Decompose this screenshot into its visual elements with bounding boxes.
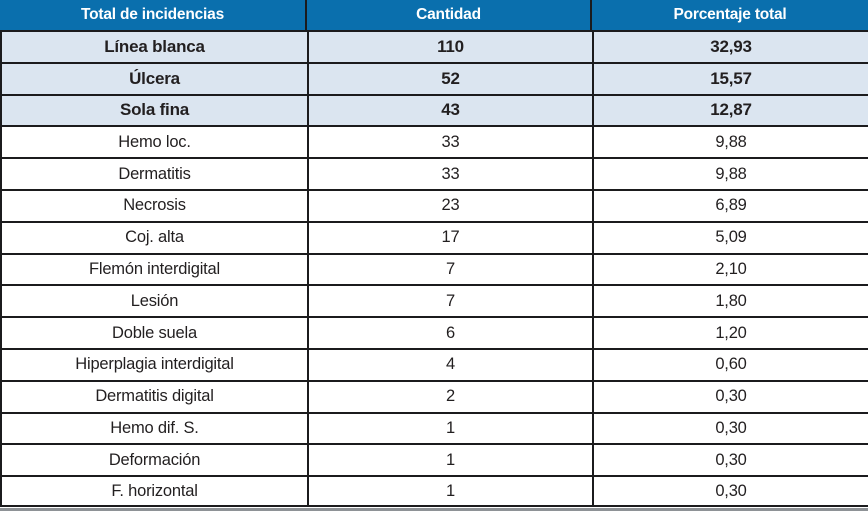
incidence-name-cell: Doble suela xyxy=(2,318,309,348)
table-row: Deformación 1 0,30 xyxy=(2,443,868,476)
table-row: Dermatitis 33 9,88 xyxy=(2,157,868,189)
table-row: Coj. alta 17 5,09 xyxy=(2,220,868,253)
incidence-name-cell: Flemón interdigital xyxy=(2,254,309,285)
incidence-percent-cell: 2,10 xyxy=(715,259,747,278)
table-row: Línea blanca 110 32,93 xyxy=(2,30,868,62)
incidence-count-cell: 1 xyxy=(309,445,594,476)
table-row: Flemón interdigital 7 2,10 xyxy=(2,252,868,285)
table-header-row: Total de incidencias Cantidad Porcentaje… xyxy=(0,0,868,30)
table-row: Hemo loc. 33 9,88 xyxy=(2,125,868,158)
table-row: Doble suela 6 1,20 xyxy=(2,316,868,348)
incidence-name-cell: Úlcera xyxy=(2,63,309,94)
incidence-name-cell: Lesión xyxy=(2,286,309,317)
incidence-count-cell: 110 xyxy=(309,32,594,62)
incidence-percent-cell: 32,93 xyxy=(710,36,752,56)
table-row: Sola fina 43 12,87 xyxy=(2,93,868,126)
incidence-count-cell: 7 xyxy=(309,254,594,285)
incidence-count-cell: 33 xyxy=(309,127,594,158)
incidence-name-cell: Hiperplagia interdigital xyxy=(2,349,309,380)
incidence-count-cell: 6 xyxy=(309,318,594,348)
incidence-percent-cell: 5,09 xyxy=(715,228,747,247)
incidence-count-cell: 7 xyxy=(309,286,594,317)
incidence-count-cell: 2 xyxy=(309,381,594,412)
table-row: Necrosis 23 6,89 xyxy=(2,188,868,221)
incidence-percent-cell: 0,30 xyxy=(715,481,747,500)
incidence-count-cell: 52 xyxy=(309,63,594,94)
incidence-name-cell: F. horizontal xyxy=(2,477,309,505)
incidence-name-cell: Sola fina xyxy=(2,95,309,126)
incidence-count-cell: 33 xyxy=(309,159,594,189)
incidence-count-cell: 23 xyxy=(309,190,594,221)
incidence-name-cell: Línea blanca xyxy=(2,32,309,62)
incidence-count-cell: 43 xyxy=(309,95,594,126)
incidence-percent-cell: 6,89 xyxy=(715,196,747,215)
incidence-count-cell: 1 xyxy=(309,413,594,444)
incidence-name-cell: Deformación xyxy=(2,445,309,476)
incidence-name-cell: Necrosis xyxy=(2,190,309,221)
incidence-percent-cell: 0,30 xyxy=(715,418,747,437)
incidence-percent-cell: 9,88 xyxy=(715,164,747,183)
incidence-name-cell: Dermatitis digital xyxy=(2,381,309,412)
table-row: Dermatitis digital 2 0,30 xyxy=(2,379,868,412)
incidence-count-cell: 4 xyxy=(309,349,594,380)
column-header-total-de-incidencias: Total de incidencias xyxy=(0,0,307,30)
table-row: Lesión 7 1,80 xyxy=(2,284,868,317)
incidence-name-cell: Hemo dif. S. xyxy=(2,413,309,444)
incidence-percent-cell: 1,80 xyxy=(715,291,747,310)
incidence-percent-cell: 15,57 xyxy=(710,68,752,88)
incidence-percent-cell: 0,30 xyxy=(715,450,747,469)
table-row: Hiperplagia interdigital 4 0,60 xyxy=(2,347,868,380)
incidence-name-cell: Coj. alta xyxy=(2,222,309,253)
incidence-percent-cell: 9,88 xyxy=(715,132,747,151)
incidence-name-cell: Dermatitis xyxy=(2,159,309,189)
incidence-count-cell: 1 xyxy=(309,477,594,505)
column-header-porcentaje-total: Porcentaje total xyxy=(673,6,787,23)
table-row: Úlcera 52 15,57 xyxy=(2,61,868,94)
incidence-percent-cell: 12,87 xyxy=(710,100,752,120)
incidence-name-cell: Hemo loc. xyxy=(2,127,309,158)
table-row: Hemo dif. S. 1 0,30 xyxy=(2,411,868,444)
table-body: Línea blanca 110 32,93 Úlcera 52 15,57 S… xyxy=(0,30,868,507)
column-header-cantidad: Cantidad xyxy=(307,0,592,30)
incidence-percent-cell: 1,20 xyxy=(715,323,747,342)
incidence-percent-cell: 0,60 xyxy=(715,355,747,374)
table-bottom-border xyxy=(0,507,868,511)
incidence-percent-cell: 0,30 xyxy=(715,387,747,406)
table-row: F. horizontal 1 0,30 xyxy=(2,475,868,507)
incidence-count-cell: 17 xyxy=(309,222,594,253)
